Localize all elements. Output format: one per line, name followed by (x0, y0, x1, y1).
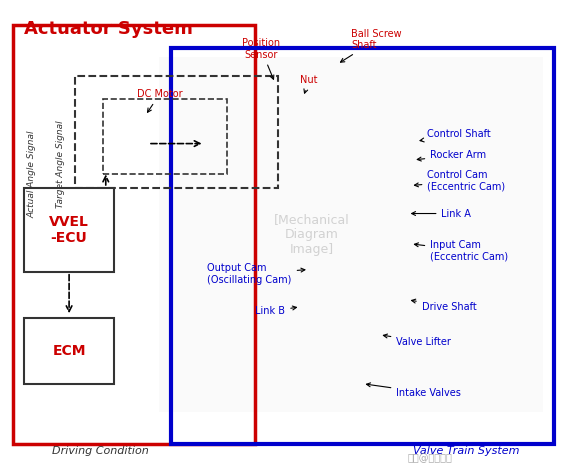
Text: Position
Sensor: Position Sensor (242, 38, 280, 79)
Text: VVEL
-ECU: VVEL -ECU (49, 215, 89, 245)
Text: DC Motor: DC Motor (137, 89, 183, 112)
Text: Target Angle Signal: Target Angle Signal (56, 121, 65, 208)
FancyBboxPatch shape (24, 318, 114, 384)
Text: [Mechanical
Diagram
Image]: [Mechanical Diagram Image] (274, 213, 350, 256)
Text: Rocker Arm: Rocker Arm (417, 150, 486, 161)
Text: Output Cam
(Oscillating Cam): Output Cam (Oscillating Cam) (208, 263, 305, 285)
Text: Actual Angle Signal: Actual Angle Signal (28, 130, 37, 218)
Text: Drive Shaft: Drive Shaft (412, 299, 476, 312)
Text: Ball Screw
Shaft: Ball Screw Shaft (341, 29, 402, 62)
Text: Control Shaft: Control Shaft (420, 129, 491, 142)
Text: Intake Valves: Intake Valves (366, 383, 461, 398)
FancyBboxPatch shape (159, 57, 543, 412)
Text: Input Cam
(Eccentric Cam): Input Cam (Eccentric Cam) (414, 240, 509, 262)
Text: Link A: Link A (412, 209, 471, 219)
Text: Actuator System: Actuator System (24, 20, 193, 38)
Text: ECM: ECM (52, 344, 86, 358)
Text: Valve Lifter: Valve Lifter (383, 334, 451, 347)
Text: Driving Condition: Driving Condition (52, 446, 149, 456)
Text: Link B: Link B (255, 306, 297, 317)
Text: 头条@懂车老王: 头条@懂车老王 (408, 453, 452, 463)
Text: Control Cam
(Eccentric Cam): Control Cam (Eccentric Cam) (414, 170, 506, 192)
FancyBboxPatch shape (24, 188, 114, 272)
Text: Valve Train System: Valve Train System (413, 446, 520, 456)
Text: Nut: Nut (300, 76, 318, 93)
